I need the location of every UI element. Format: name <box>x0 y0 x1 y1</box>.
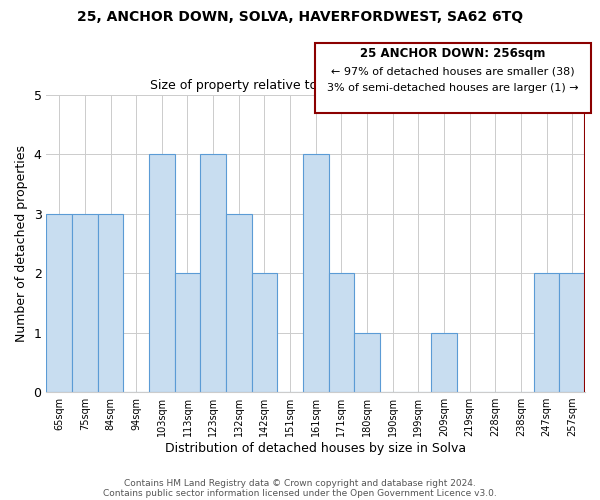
Bar <box>72 214 98 392</box>
Bar <box>354 332 380 392</box>
Bar <box>559 273 585 392</box>
Bar <box>46 214 72 392</box>
Bar <box>175 273 200 392</box>
Text: 25, ANCHOR DOWN, SOLVA, HAVERFORDWEST, SA62 6TQ: 25, ANCHOR DOWN, SOLVA, HAVERFORDWEST, S… <box>77 10 523 24</box>
Text: Contains public sector information licensed under the Open Government Licence v3: Contains public sector information licen… <box>103 488 497 498</box>
Bar <box>251 273 277 392</box>
Title: Size of property relative to detached houses in Solva: Size of property relative to detached ho… <box>150 79 482 92</box>
Y-axis label: Number of detached properties: Number of detached properties <box>15 145 28 342</box>
Bar <box>303 154 329 392</box>
Bar <box>200 154 226 392</box>
Bar <box>534 273 559 392</box>
Bar <box>149 154 175 392</box>
Text: Contains HM Land Registry data © Crown copyright and database right 2024.: Contains HM Land Registry data © Crown c… <box>124 478 476 488</box>
Bar <box>431 332 457 392</box>
Bar <box>226 214 251 392</box>
Text: 25 ANCHOR DOWN: 256sqm: 25 ANCHOR DOWN: 256sqm <box>361 48 545 60</box>
Text: 3% of semi-detached houses are larger (1) →: 3% of semi-detached houses are larger (1… <box>327 84 579 94</box>
Bar <box>98 214 124 392</box>
Bar <box>329 273 354 392</box>
Text: ← 97% of detached houses are smaller (38): ← 97% of detached houses are smaller (38… <box>331 66 575 76</box>
X-axis label: Distribution of detached houses by size in Solva: Distribution of detached houses by size … <box>165 442 466 455</box>
